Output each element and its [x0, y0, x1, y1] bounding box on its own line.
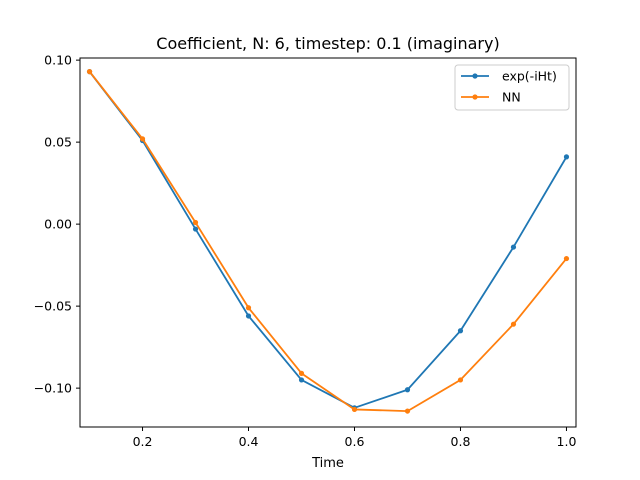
data-point — [192, 226, 199, 232]
data-point — [510, 244, 517, 250]
data-point — [298, 370, 305, 376]
data-point — [510, 321, 517, 327]
y-axis: 0.10 0.05 0.00 −0.05 −0.10 — [34, 53, 80, 396]
plot-frame — [79, 57, 577, 428]
y-tick-label: 0.00 — [44, 217, 72, 232]
legend: exp(-iHt) NN — [454, 64, 570, 111]
series-line — [88, 70, 568, 409]
x-tick-label: 1.0 — [557, 434, 577, 449]
legend-label: NN — [502, 90, 521, 105]
data-point — [563, 154, 570, 160]
legend-label: exp(-iHt) — [502, 69, 557, 84]
chart-title: Coefficient, N: 6, timestep: 0.1 (imagin… — [156, 34, 499, 53]
data-point — [563, 255, 570, 262]
data-point — [245, 305, 252, 311]
x-tick-label: 0.8 — [451, 434, 471, 449]
data-point — [404, 408, 411, 414]
data-point — [457, 328, 464, 334]
legend-marker — [472, 73, 478, 79]
legend-marker — [472, 94, 478, 100]
series-0 — [86, 69, 570, 411]
data-point — [351, 406, 358, 413]
x-axis-title: Time — [311, 456, 344, 471]
data-point — [298, 377, 305, 383]
y-tick-label: 0.10 — [44, 53, 72, 68]
data-point — [245, 313, 252, 319]
data-point — [139, 136, 146, 142]
series-1 — [86, 69, 570, 414]
series-layer — [86, 69, 570, 414]
data-point — [86, 69, 93, 75]
y-tick-label: −0.10 — [34, 381, 72, 396]
y-tick-label: 0.05 — [44, 135, 72, 150]
data-point — [192, 219, 199, 226]
x-axis: 0.2 0.4 0.6 0.8 1.0 — [133, 427, 577, 449]
y-tick-label: −0.05 — [34, 299, 72, 314]
series-line — [88, 70, 568, 412]
data-point — [457, 377, 464, 383]
x-tick-label: 0.2 — [133, 434, 153, 449]
data-point — [404, 387, 411, 393]
x-tick-label: 0.6 — [345, 434, 365, 449]
legend-entries: exp(-iHt) NN — [461, 69, 557, 105]
x-tick-label: 0.4 — [239, 434, 259, 449]
